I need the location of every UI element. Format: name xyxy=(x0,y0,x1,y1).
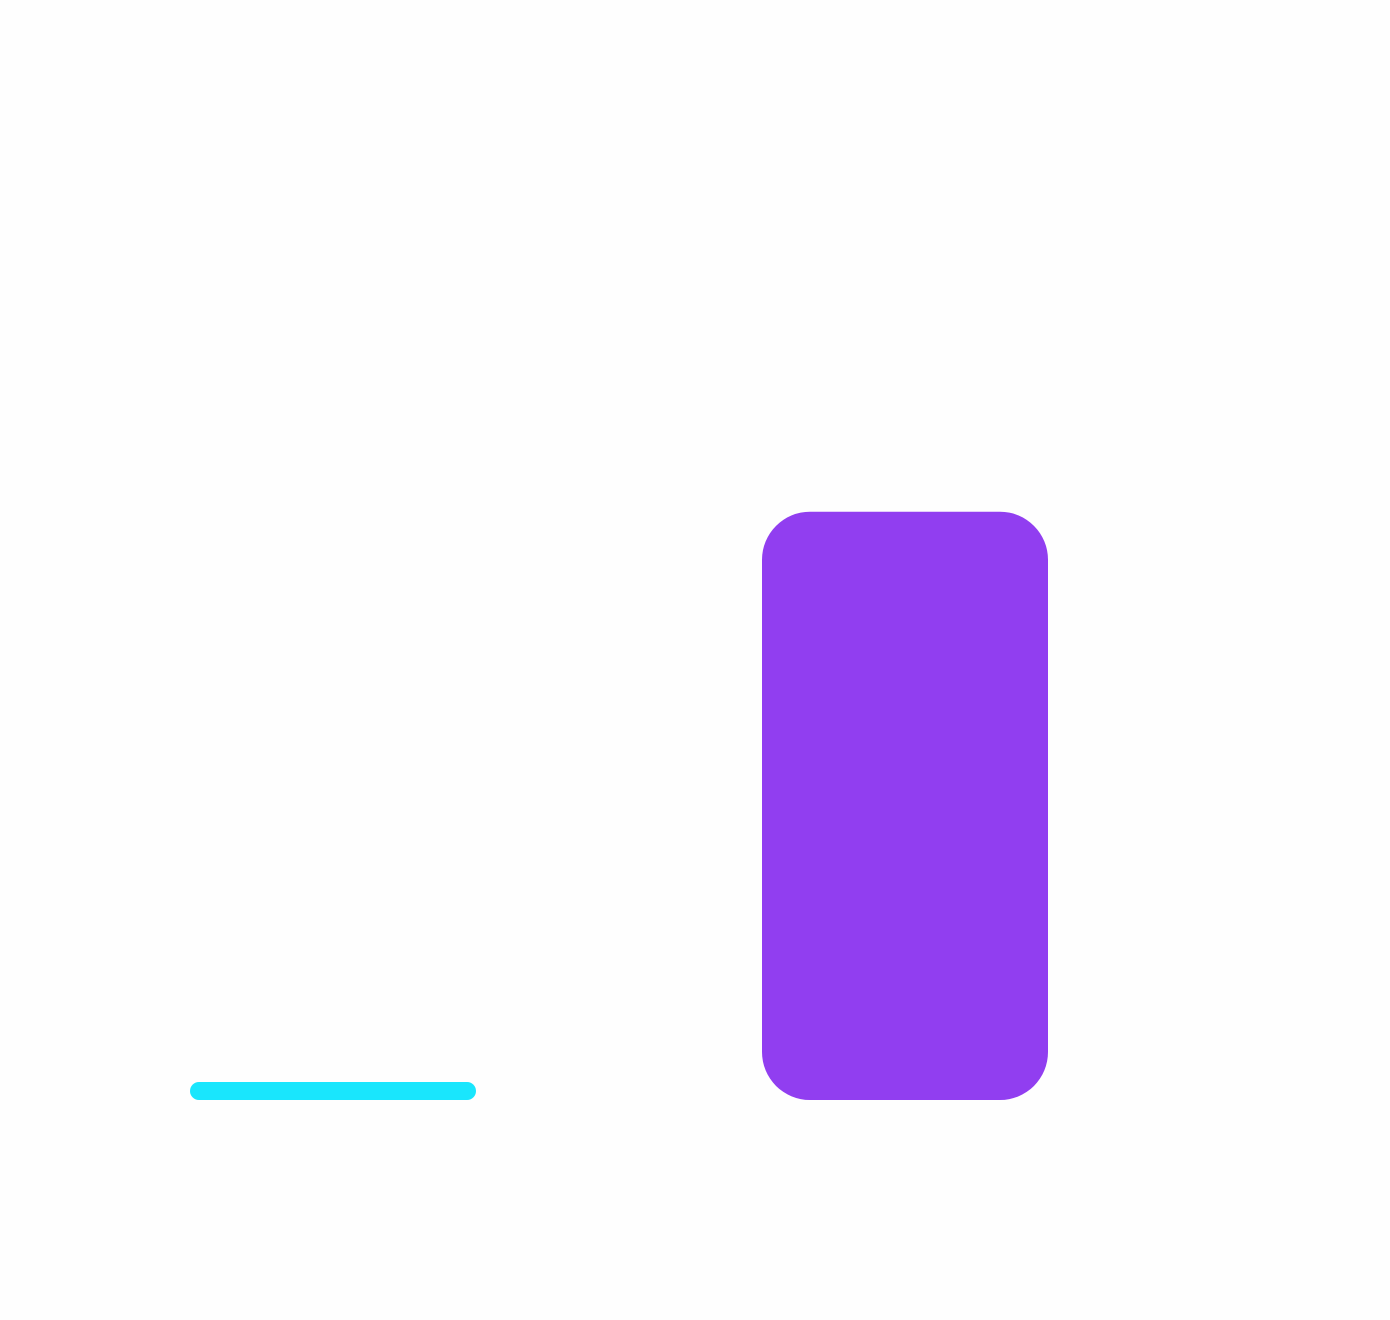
bar-1 xyxy=(190,1082,476,1100)
bar-2 xyxy=(762,511,1048,1100)
plot-area xyxy=(190,511,1048,1100)
